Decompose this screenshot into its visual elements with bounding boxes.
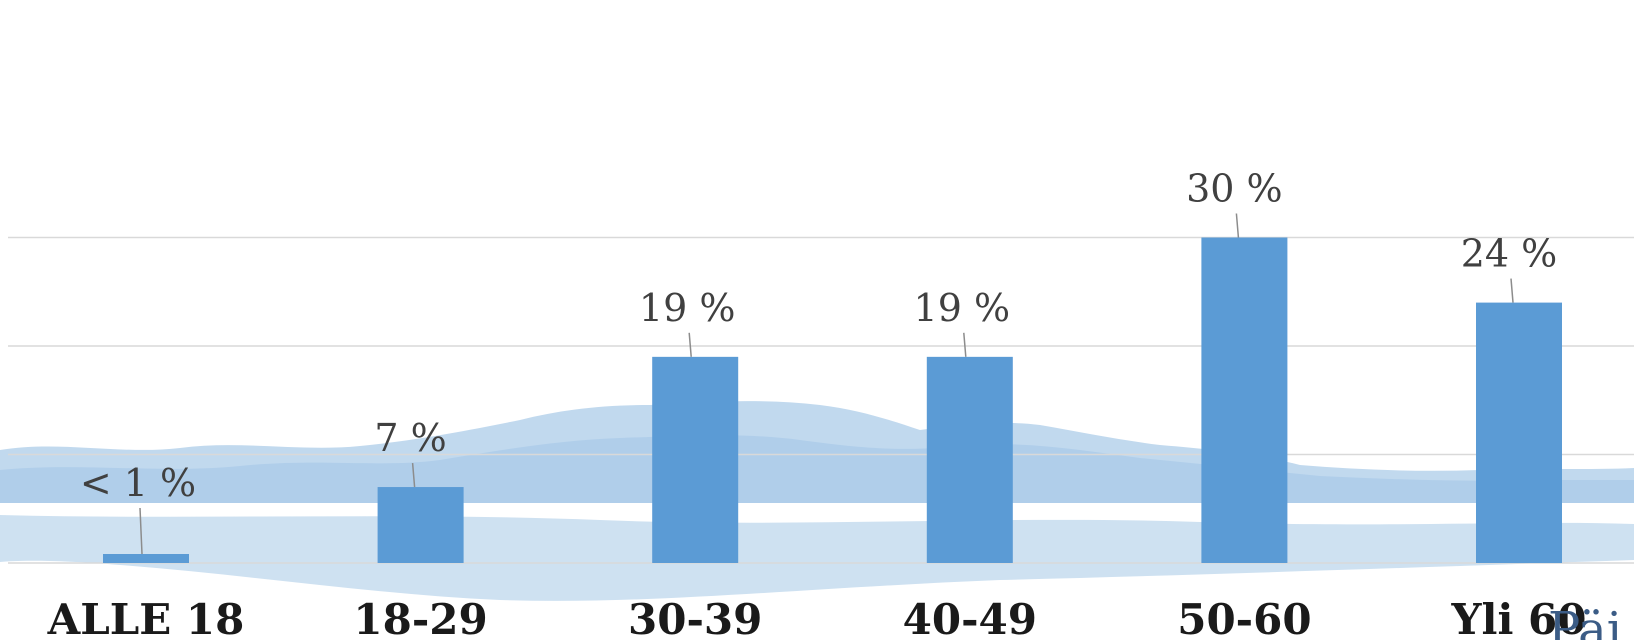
data-label: < 1 % bbox=[80, 461, 196, 505]
data-label: 19 % bbox=[914, 286, 1011, 330]
leader-line bbox=[688, 332, 692, 357]
bar bbox=[652, 356, 739, 563]
bars bbox=[103, 237, 1562, 563]
category-label: Yli 60 bbox=[1451, 595, 1587, 640]
landscape-background bbox=[0, 401, 1634, 601]
leader-line bbox=[1235, 213, 1240, 238]
category-label: 18-29 bbox=[353, 595, 487, 640]
bar bbox=[1201, 237, 1288, 563]
leader-line bbox=[139, 507, 143, 555]
leader-line bbox=[411, 462, 416, 488]
logo-text: Päi bbox=[1548, 602, 1622, 640]
bar bbox=[1476, 302, 1562, 563]
category-label: ALLE 18 bbox=[47, 595, 245, 640]
category-label: 30-39 bbox=[628, 595, 762, 640]
data-labels: < 1 % 7 % 19 % 19 % 30 % 24 % bbox=[80, 167, 1557, 506]
data-label: 24 % bbox=[1461, 232, 1558, 276]
category-label: 50-60 bbox=[1177, 595, 1311, 640]
bar bbox=[377, 487, 464, 563]
bar bbox=[103, 554, 189, 563]
data-label: 7 % bbox=[374, 416, 446, 460]
bar bbox=[926, 356, 1013, 563]
data-label: 30 % bbox=[1186, 167, 1283, 211]
lake-band bbox=[0, 503, 1634, 515]
data-label: 19 % bbox=[639, 286, 736, 330]
category-label: 40-49 bbox=[903, 595, 1037, 640]
leader-line bbox=[1510, 278, 1514, 303]
gridlines bbox=[8, 236, 1634, 564]
leader-line bbox=[963, 332, 967, 357]
leader-lines bbox=[139, 213, 1514, 555]
water-reflection bbox=[0, 515, 1634, 601]
category-labels: ALLE 18 18-29 30-39 40-49 50-60 Yli 60 bbox=[47, 595, 1587, 640]
